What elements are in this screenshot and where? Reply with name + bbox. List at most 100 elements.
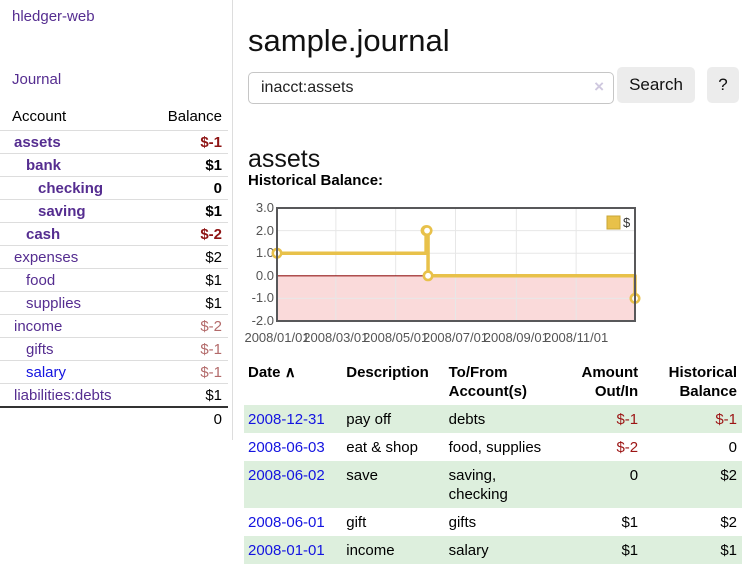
x-axis-tick-label: 2008/05/01 [363, 330, 429, 345]
x-axis-tick-label: 2008/09/01 [483, 330, 549, 345]
transaction-description: gift [346, 513, 367, 531]
sidebar-account-link[interactable]: cash [26, 225, 61, 243]
account-column-header: Account [12, 108, 67, 125]
transaction-row: 2008-12-31 pay off debts $-1 $-1 [244, 405, 742, 433]
date-column-header[interactable]: Date ∧ [248, 363, 296, 381]
transaction-date-link[interactable]: 2008-06-03 [248, 438, 325, 456]
sidebar-account-balance: $1 [205, 294, 222, 312]
y-axis-tick-label: -2.0 [251, 313, 274, 328]
transaction-accounts: saving, checking [448, 466, 508, 503]
transaction-date-link[interactable]: 2008-12-31 [248, 410, 325, 428]
search-box: × [248, 72, 614, 104]
x-axis-tick-label: 2008/01/01 [244, 330, 310, 345]
sidebar-account-link[interactable]: income [14, 317, 63, 335]
transaction-amount: $-1 [616, 410, 639, 428]
page-title: sample.journal [248, 22, 450, 58]
transaction-description: eat & shop [346, 438, 418, 456]
accounts-table-header: Account Balance [0, 106, 228, 130]
sidebar-account-balance: $-1 [200, 363, 222, 381]
sidebar-account-row: cash $-2 [0, 222, 228, 245]
search-row: × Search ? [248, 67, 742, 105]
transaction-amount: $1 [621, 541, 639, 559]
sidebar-account-row: supplies $1 [0, 291, 228, 314]
transaction-amount: 0 [629, 466, 639, 484]
x-axis-tick-label: 2008/11/01 [544, 330, 609, 345]
y-axis-tick-label: 3.0 [255, 200, 274, 215]
sidebar-account-row: liabilities:debts $1 [0, 383, 228, 406]
search-input[interactable] [249, 73, 613, 103]
help-button[interactable]: ? [707, 67, 739, 103]
transaction-balance: $-1 [715, 410, 737, 428]
accounts-table: Account Balance assets $-1 bank $1 check… [0, 106, 228, 430]
transaction-row: 2008-06-03 eat & shop food, supplies $-2… [244, 433, 742, 461]
transaction-date-link[interactable]: 2008-06-01 [248, 513, 325, 531]
main-content: sample.journal × Search ? assets Histori… [244, 0, 742, 582]
sidebar-account-balance: $-1 [200, 340, 222, 358]
sidebar-account-balance: $2 [205, 248, 222, 266]
sidebar-account-balance: $-2 [200, 317, 222, 335]
sidebar-account-balance: 0 [213, 179, 222, 197]
account-heading: assets [248, 144, 321, 173]
transaction-date-link[interactable]: 2008-01-01 [248, 541, 325, 559]
amount-column-header: Amount Out/In [581, 363, 639, 400]
sidebar-account-row: assets $-1 [0, 130, 228, 153]
sidebar-account-row: saving $1 [0, 199, 228, 222]
x-axis-tick-label: 2008/07/01 [422, 330, 489, 345]
clear-search-icon[interactable]: × [594, 77, 604, 96]
sidebar-account-link[interactable]: bank [26, 156, 62, 174]
transactions-table: Date ∧ Description To/From Account(s) Am… [244, 358, 742, 564]
sidebar-account-link[interactable]: assets [14, 133, 61, 151]
app-title-link[interactable]: hledger-web [12, 8, 95, 25]
transaction-description: save [346, 466, 378, 484]
sidebar-account-link[interactable]: expenses [14, 248, 79, 266]
transaction-balance: $2 [720, 513, 737, 531]
transaction-description: income [346, 541, 395, 559]
transaction-balance: 0 [728, 438, 737, 456]
transaction-description: pay off [346, 410, 392, 428]
transaction-accounts: debts [448, 410, 486, 428]
sidebar-account-link[interactable]: salary [26, 363, 67, 381]
sidebar-account-link[interactable]: supplies [26, 294, 82, 312]
search-button[interactable]: Search [617, 67, 695, 103]
historical-balance-chart: 3.0 2.0 1.0 0.0 -1.0 -2.0 $ 2008/01/01 2008/03… [244, 200, 668, 348]
sidebar-account-row: checking 0 [0, 176, 228, 199]
balance-column-header: Balance [167, 108, 222, 125]
sidebar-account-row: gifts $-1 [0, 337, 228, 360]
legend-swatch [606, 215, 621, 230]
sidebar-account-link[interactable]: gifts [26, 340, 54, 358]
transaction-balance: $1 [720, 541, 737, 559]
sidebar-account-link[interactable]: checking [38, 179, 104, 197]
transaction-amount: $1 [621, 513, 639, 531]
sidebar-account-row: bank $1 [0, 153, 228, 176]
y-axis-tick-label: 0.0 [255, 267, 274, 283]
x-axis-tick-label: 2008/03/01 [303, 330, 369, 345]
transactions-table-header: Date ∧ Description To/From Account(s) Am… [244, 358, 742, 405]
transaction-balance: $2 [720, 466, 737, 484]
sort-ascending-icon: ∧ [284, 363, 296, 381]
transaction-row: 2008-06-01 gift gifts $1 $2 [244, 508, 742, 536]
chart-plot-area[interactable]: $ [271, 207, 641, 322]
sidebar-account-balance: $-2 [200, 225, 222, 243]
transaction-row: 2008-06-02 save saving, checking 0 $2 [244, 461, 742, 508]
balance-column-header: Historical Balance [668, 363, 737, 400]
transaction-accounts: salary [448, 541, 489, 559]
sidebar-account-balance: $1 [205, 202, 222, 220]
sidebar-account-balance: $-1 [200, 133, 222, 151]
sidebar-account-link[interactable]: liabilities:debts [14, 386, 112, 404]
sidebar-account-row: expenses $2 [0, 245, 228, 268]
legend-label: $ [623, 215, 631, 230]
sidebar-account-row: income $-2 [0, 314, 228, 337]
sidebar-account-balance: $1 [205, 386, 222, 404]
sidebar-item-journal[interactable]: Journal [12, 71, 62, 88]
y-axis-tick-label: -1.0 [251, 290, 274, 306]
sidebar-account-row: food $1 [0, 268, 228, 291]
sidebar-account-link[interactable]: food [26, 271, 56, 289]
y-axis-tick-label: 2.0 [255, 222, 274, 238]
description-column-header: Description [346, 363, 429, 381]
transaction-date-link[interactable]: 2008-06-02 [248, 466, 325, 484]
chart-title: Historical Balance: [248, 172, 384, 189]
sidebar-account-balance: $1 [205, 271, 222, 289]
sidebar-account-row: salary $-1 [0, 360, 228, 383]
sidebar-account-link[interactable]: saving [38, 202, 86, 220]
sidebar: hledger-web Journal Account Balance asse… [0, 0, 233, 440]
